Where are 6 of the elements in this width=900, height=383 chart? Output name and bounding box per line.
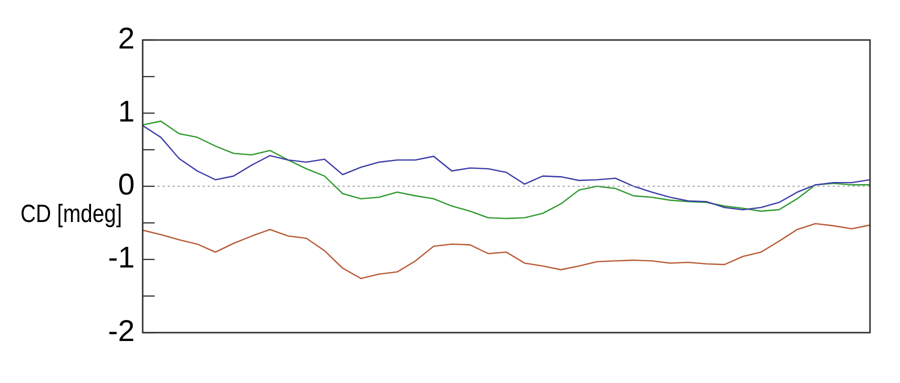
y-tick-label: -2 xyxy=(108,314,135,348)
y-tick-label: -1 xyxy=(108,242,135,275)
y-tick-label: 2 xyxy=(118,22,135,56)
y-axis-title: CD [mdeg] xyxy=(19,200,122,229)
y-tick-label: 0 xyxy=(118,168,135,202)
y-tick-label: 1 xyxy=(118,95,135,128)
